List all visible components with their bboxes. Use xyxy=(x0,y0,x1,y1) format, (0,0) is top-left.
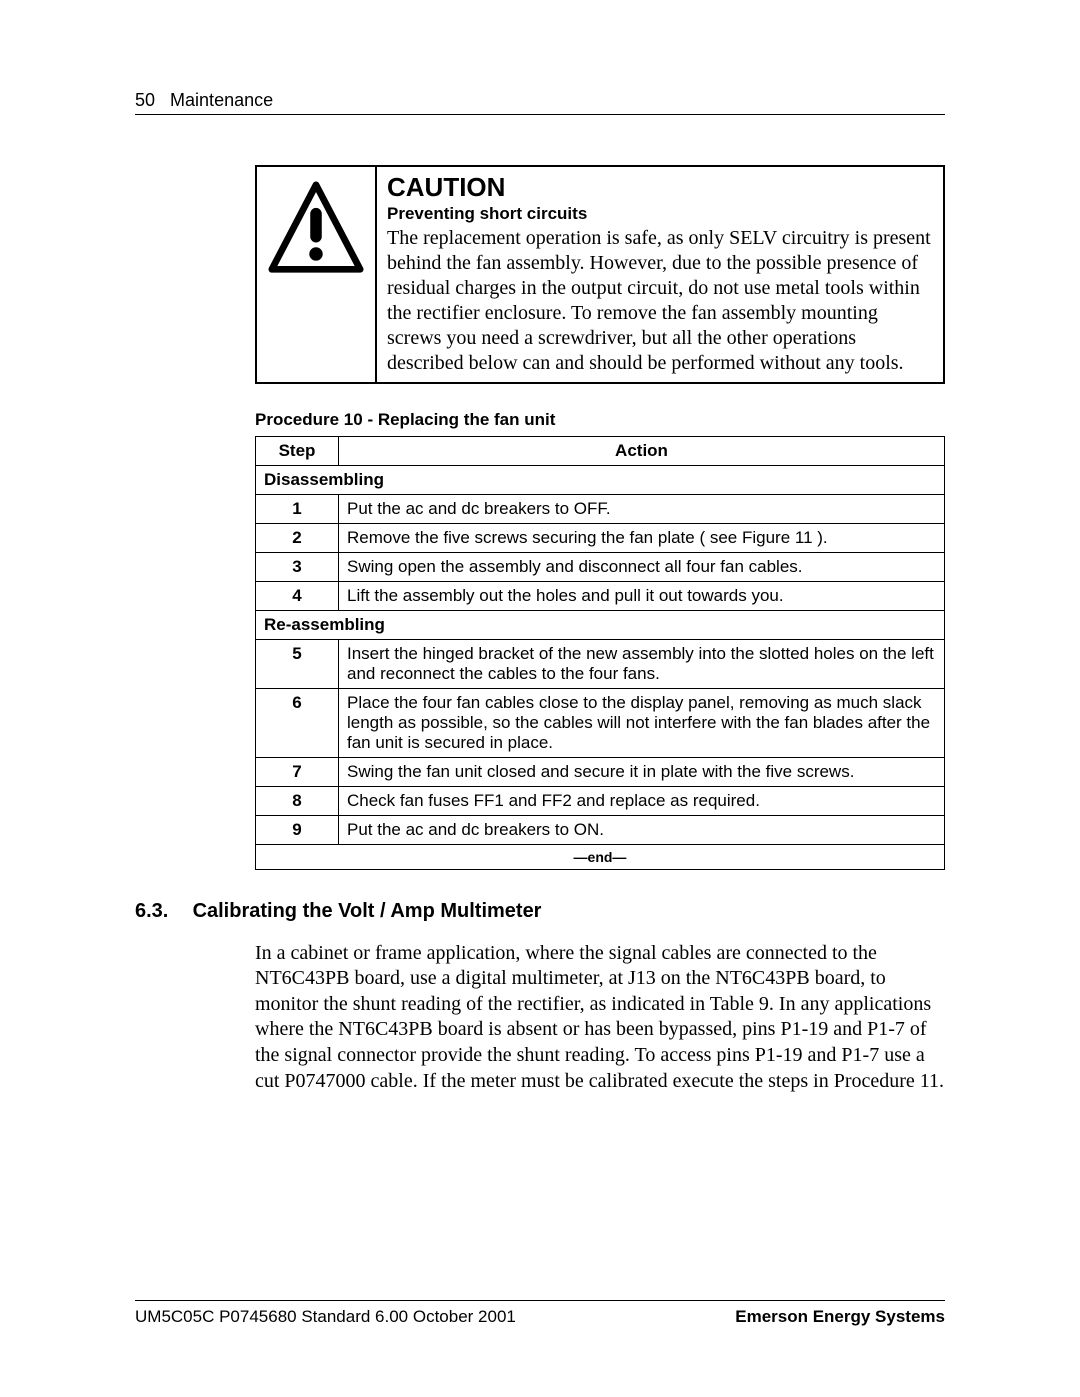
step-action: Place the four fan cables close to the d… xyxy=(339,688,945,757)
footer-right: Emerson Energy Systems xyxy=(735,1307,945,1327)
procedure-title: Procedure 10 - Replacing the fan unit xyxy=(255,410,945,430)
section-title: Calibrating the Volt / Amp Multimeter xyxy=(193,900,542,922)
col-action: Action xyxy=(339,436,945,465)
table-row: 6 Place the four fan cables close to the… xyxy=(256,688,945,757)
section-disassembling: Disassembling xyxy=(256,465,945,494)
table-section-row: Disassembling xyxy=(256,465,945,494)
section-63-body-block: In a cabinet or frame application, where… xyxy=(255,941,945,1095)
caution-body: The replacement operation is safe, as on… xyxy=(387,226,935,376)
caution-text-cell: CAUTION Preventing short circuits The re… xyxy=(377,167,943,382)
table-row: 4 Lift the assembly out the holes and pu… xyxy=(256,581,945,610)
page-header-section: Maintenance xyxy=(170,90,273,110)
section-heading-63: 6.3. Calibrating the Volt / Amp Multimet… xyxy=(135,900,945,923)
table-row: 8 Check fan fuses FF1 and FF2 and replac… xyxy=(256,786,945,815)
table-row: 3 Swing open the assembly and disconnect… xyxy=(256,552,945,581)
step-action: Swing the fan unit closed and secure it … xyxy=(339,757,945,786)
page-header: 50 Maintenance xyxy=(135,90,945,115)
step-action: Swing open the assembly and disconnect a… xyxy=(339,552,945,581)
step-num: 6 xyxy=(256,688,339,757)
caution-subtitle: Preventing short circuits xyxy=(387,204,935,224)
table-end-row: —end— xyxy=(256,844,945,869)
step-action: Check fan fuses FF1 and FF2 and replace … xyxy=(339,786,945,815)
step-num: 8 xyxy=(256,786,339,815)
step-action: Lift the assembly out the holes and pull… xyxy=(339,581,945,610)
warning-icon xyxy=(268,181,364,277)
procedure-table: Step Action Disassembling 1 Put the ac a… xyxy=(255,436,945,870)
page-number: 50 xyxy=(135,90,155,110)
section-63-body: In a cabinet or frame application, where… xyxy=(255,941,945,1095)
step-action: Put the ac and dc breakers to OFF. xyxy=(339,494,945,523)
step-num: 4 xyxy=(256,581,339,610)
step-num: 2 xyxy=(256,523,339,552)
table-row: 9 Put the ac and dc breakers to ON. xyxy=(256,815,945,844)
table-row: 5 Insert the hinged bracket of the new a… xyxy=(256,639,945,688)
col-step: Step xyxy=(256,436,339,465)
caution-icon-cell xyxy=(257,167,377,382)
table-row: 1 Put the ac and dc breakers to OFF. xyxy=(256,494,945,523)
content-block: CAUTION Preventing short circuits The re… xyxy=(255,165,945,870)
end-marker: —end— xyxy=(256,844,945,869)
caution-box: CAUTION Preventing short circuits The re… xyxy=(255,165,945,384)
step-num: 9 xyxy=(256,815,339,844)
step-num: 5 xyxy=(256,639,339,688)
section-reassembling: Re-assembling xyxy=(256,610,945,639)
page-footer: UM5C05C P0745680 Standard 6.00 October 2… xyxy=(135,1300,945,1327)
table-header-row: Step Action xyxy=(256,436,945,465)
step-action: Remove the five screws securing the fan … xyxy=(339,523,945,552)
step-num: 7 xyxy=(256,757,339,786)
table-section-row: Re-assembling xyxy=(256,610,945,639)
page: 50 Maintenance CAUTION Preventing short … xyxy=(0,0,1080,1397)
table-row: 2 Remove the five screws securing the fa… xyxy=(256,523,945,552)
section-number: 6.3. xyxy=(135,900,187,923)
table-row: 7 Swing the fan unit closed and secure i… xyxy=(256,757,945,786)
caution-title: CAUTION xyxy=(387,173,935,202)
footer-left: UM5C05C P0745680 Standard 6.00 October 2… xyxy=(135,1307,516,1327)
step-action: Insert the hinged bracket of the new ass… xyxy=(339,639,945,688)
step-num: 3 xyxy=(256,552,339,581)
step-action: Put the ac and dc breakers to ON. xyxy=(339,815,945,844)
step-num: 1 xyxy=(256,494,339,523)
